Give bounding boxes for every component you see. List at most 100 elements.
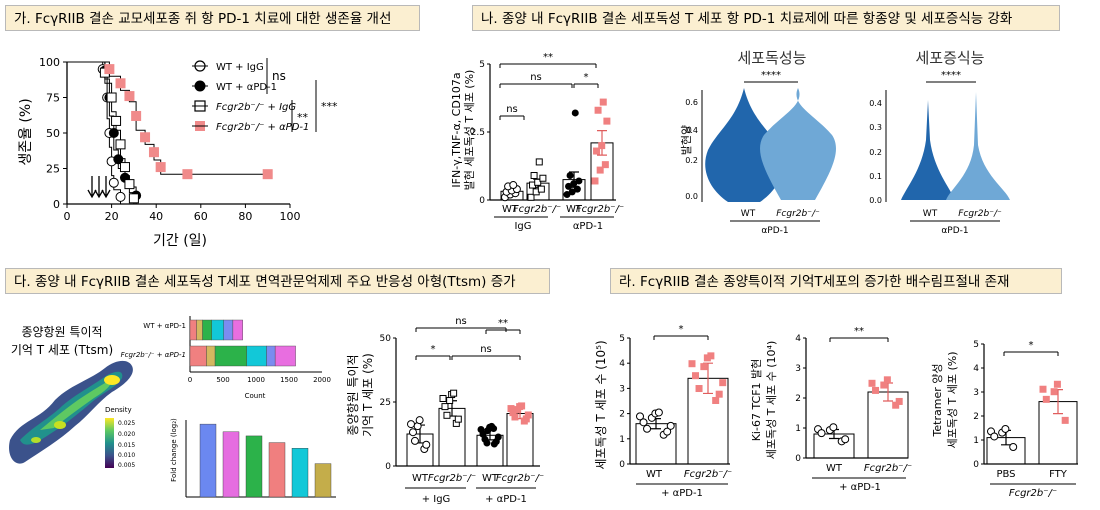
svg-text:Fcgr2b⁻/⁻ + αPD-1: Fcgr2b⁻/⁻ + αPD-1 — [216, 122, 309, 133]
data-point — [639, 418, 648, 427]
svg-text:WT + αPD-1: WT + αPD-1 — [216, 82, 277, 93]
violin-y-label: 발현양 — [680, 125, 693, 155]
svg-text:ns: ns — [480, 344, 492, 355]
panel-d-header: 라. FcγRIIB 결손 종양특이적 기억T세포의 증가한 배수림프절내 존재 — [610, 268, 1062, 294]
survival-marker — [115, 139, 126, 150]
stack-segment — [202, 319, 212, 341]
density-label: Density — [105, 406, 132, 414]
data-point — [692, 372, 700, 380]
ttsm-bar-chart: 종양항원 특이적 기억 T 세포 (%) 0 25 50 ns ** * ns WT… — [346, 316, 544, 505]
legend-wt-apd1: WT + αPD-1 — [192, 80, 277, 93]
data-point — [573, 185, 581, 193]
data-point — [522, 415, 530, 423]
data-point — [570, 180, 578, 188]
svg-text:WT: WT — [502, 204, 519, 215]
y-tick-label: 3 — [619, 384, 625, 394]
y-tick-label: 5 — [619, 334, 625, 344]
d1-axes-bars: 0 1 2 3 4 5 — [619, 334, 730, 470]
svg-text:세포독성 T 세포 (%): 세포독성 T 세포 (%) — [946, 352, 959, 449]
data-point — [565, 182, 573, 190]
data-point — [539, 174, 547, 182]
stack-segment — [232, 319, 243, 341]
y-tick-label: 100 — [39, 56, 60, 69]
survival-marker — [131, 110, 142, 121]
data-point — [817, 429, 826, 438]
legend-ko-igg: Fcgr2b⁻/⁻ + IgG — [192, 100, 296, 113]
data-point — [450, 389, 458, 397]
svg-text:0.010: 0.010 — [118, 452, 135, 459]
stack-segment — [266, 345, 276, 367]
y-tick-label: 2.5 — [471, 128, 485, 138]
data-point — [410, 436, 419, 445]
data-point — [841, 435, 850, 444]
data-point — [703, 354, 711, 362]
survival-marker — [124, 91, 135, 102]
survival-marker — [108, 177, 119, 188]
data-point — [443, 411, 451, 419]
svg-text:Fcgr2b⁻/⁻: Fcgr2b⁻/⁻ — [428, 473, 476, 484]
violin-wt-prolif — [901, 100, 955, 200]
survival-marker — [128, 193, 139, 204]
data-point — [575, 177, 583, 185]
survival-marker — [111, 115, 122, 126]
survival-marker — [182, 169, 193, 180]
data-point — [1050, 388, 1058, 396]
survival-marker — [262, 169, 273, 180]
y-tick-label: 50 — [46, 127, 60, 140]
svg-text:****: **** — [941, 70, 961, 81]
svg-text:ns: ns — [455, 316, 467, 327]
count-tick: 500 — [216, 376, 229, 384]
data-point — [663, 427, 672, 436]
svg-text:**: ** — [854, 326, 864, 337]
data-point — [1039, 385, 1047, 393]
y-tick-label: 25 — [46, 163, 60, 176]
x-tick-label: 100 — [280, 210, 301, 223]
violin-tick: 0.2 — [869, 148, 882, 157]
data-point — [594, 106, 602, 114]
violin-tick: 0.4 — [685, 126, 698, 135]
data-point — [439, 395, 447, 403]
data-point — [636, 412, 644, 421]
survival-marker — [115, 78, 126, 89]
violin-tick: 0.3 — [869, 123, 882, 132]
svg-text:0.025: 0.025 — [118, 420, 135, 427]
data-point — [507, 405, 515, 413]
svg-text:0.015: 0.015 — [118, 442, 135, 449]
data-point — [596, 166, 604, 174]
data-point — [568, 188, 576, 196]
data-point — [654, 408, 663, 417]
data-point — [892, 401, 900, 409]
svg-text:FTY: FTY — [1049, 469, 1068, 480]
data-point — [509, 409, 517, 417]
y-tick-label: 1 — [619, 435, 625, 445]
survival-marker — [115, 191, 126, 202]
y-tick-label: 75 — [46, 92, 60, 105]
data-point — [530, 172, 538, 180]
data-point — [527, 193, 535, 201]
density-colorbar — [105, 418, 114, 468]
d3-axes-bars: 0 1 2 3 4 5 — [973, 340, 1078, 470]
svg-text:*: * — [679, 324, 684, 335]
svg-text:PBS: PBS — [996, 469, 1015, 480]
stack-segment — [211, 319, 224, 341]
data-point — [591, 177, 599, 185]
svg-text:Fold change (log₂): Fold change (log₂) — [170, 418, 178, 482]
y-tick-label: 0 — [479, 196, 485, 206]
violin-tick: 0.0 — [869, 196, 882, 205]
y-tick-label: 1 — [795, 424, 801, 434]
fc-bar — [291, 448, 309, 498]
svg-text:WT: WT — [646, 469, 663, 480]
svg-text:αPD-1: αPD-1 — [573, 221, 603, 232]
count-tick: 2000 — [313, 376, 331, 384]
fc-bar — [199, 423, 217, 498]
count-tick: 0 — [188, 376, 192, 384]
stack-segment — [206, 345, 216, 367]
data-point — [643, 424, 652, 433]
x-tick-label: 80 — [238, 210, 252, 223]
data-point — [883, 376, 891, 384]
data-point — [566, 172, 574, 180]
x-tick-label: 40 — [149, 210, 163, 223]
violin-tick: 0.0 — [685, 192, 698, 201]
legend-ko-apd1: Fcgr2b⁻/⁻ + αPD-1 — [192, 121, 309, 133]
survival-marker — [119, 162, 130, 173]
